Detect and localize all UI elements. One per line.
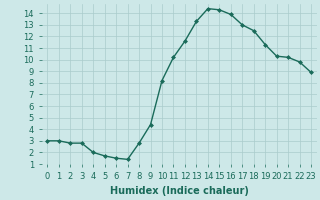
X-axis label: Humidex (Indice chaleur): Humidex (Indice chaleur): [110, 186, 249, 196]
